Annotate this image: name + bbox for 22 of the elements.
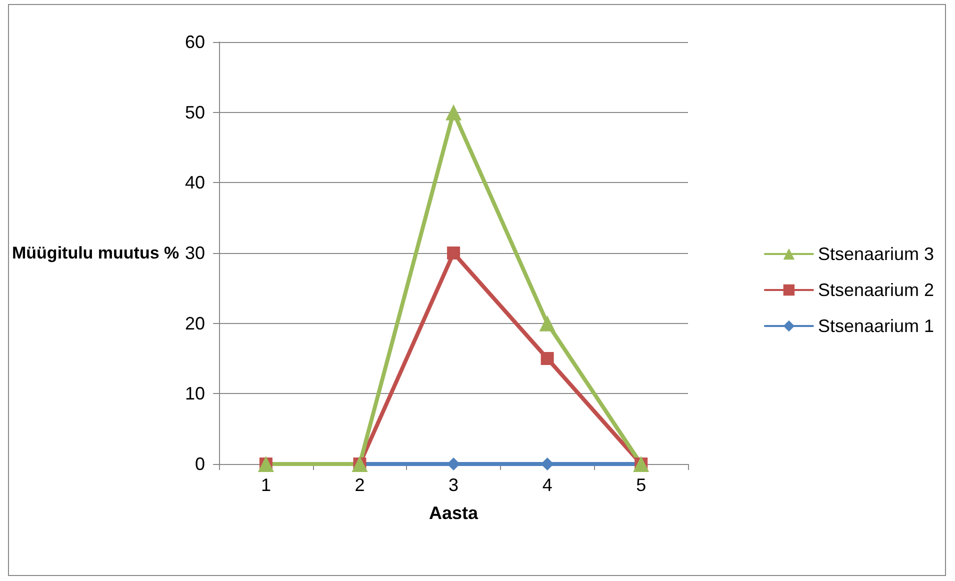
point	[539, 315, 556, 332]
x-tick-label: 1	[260, 475, 271, 495]
y-tick-label: 0	[195, 454, 206, 474]
legend-label: Stsenaarium 2	[818, 280, 934, 300]
x-tick-label: 3	[448, 475, 459, 495]
y-axis-title: Müügitulu muutus %	[12, 244, 180, 262]
point	[540, 458, 554, 470]
legend-label: Stsenaarium 3	[818, 244, 934, 264]
x-axis-title: Aasta	[429, 503, 480, 523]
x-tick-label: 2	[354, 475, 365, 495]
y-tick-label: 10	[185, 384, 206, 404]
y-tick-label: 40	[185, 172, 206, 193]
x-tick-label: 4	[542, 475, 552, 495]
y-tick-label: 60	[185, 32, 206, 52]
point	[446, 104, 462, 120]
point	[540, 352, 554, 365]
y-tick-label: 20	[185, 313, 206, 334]
point	[447, 246, 460, 260]
y-tick-label: 50	[185, 102, 206, 122]
legend-label: Stsenaarium 1	[818, 316, 934, 336]
x-tick-label: 5	[636, 475, 646, 495]
y-tick-label: 30	[185, 243, 206, 263]
